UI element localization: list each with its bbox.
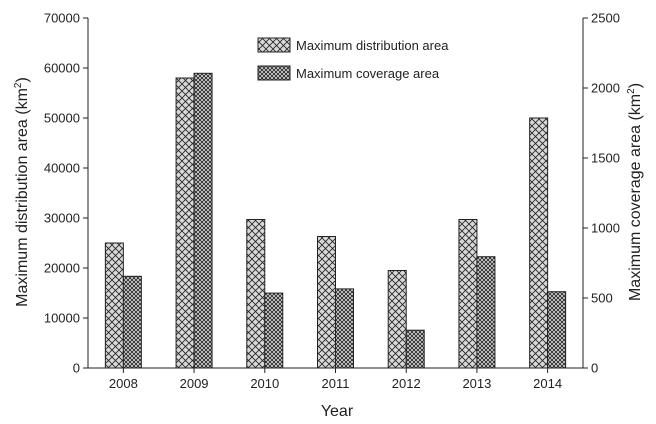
legend-swatch-coverage [257,65,291,81]
bar-distribution-2010 [246,219,266,369]
bar-distribution-2014 [529,117,549,369]
legend-label-distribution: Maximum distribution area [296,38,449,53]
bar-coverage-2008 [122,275,142,369]
x-axis-title: Year [321,403,354,420]
bar-coverage-2014 [547,291,567,369]
x-tick-label: 2014 [533,376,562,391]
y-tick-label-right: 500 [591,291,613,306]
bar-distribution-2012 [387,270,407,369]
bar-coverage-2009 [193,72,213,369]
x-tick-label: 2008 [109,376,138,391]
x-tick-label: 2011 [322,376,350,391]
y-tick-label-right: 1000 [591,221,620,236]
y-tick-label-left: 20000 [44,261,80,276]
bar-coverage-2013 [476,256,496,369]
y-tick-label-left: 40000 [44,161,80,176]
y-tick-label-left: 30000 [44,211,80,226]
x-tick-label: 2012 [392,376,421,391]
y-tick-label-left: 50000 [44,111,80,126]
y-tick-label-right: 2000 [591,81,620,96]
y-tick-label-left: 0 [73,361,80,376]
y-tick-label-right: 2500 [591,11,620,26]
y-tick-label-right: 1500 [591,151,620,166]
legend-label-coverage: Maximum coverage area [296,66,440,81]
bar-coverage-2011 [335,288,354,369]
bar-distribution-2011 [317,236,336,369]
legend-swatch-distribution [257,37,291,53]
bar-coverage-2010 [264,292,284,369]
bar-distribution-2008 [104,242,124,369]
legend: Maximum distribution area Maximum covera… [257,37,449,81]
y-tick-label-left: 10000 [44,311,80,326]
bar-distribution-2009 [175,77,195,369]
bar-coverage-2012 [405,329,425,369]
x-tick-label: 2009 [180,376,209,391]
y-tick-label-left: 70000 [44,11,80,26]
y-axis-title-right: Maximum coverage area (km2) [626,83,644,301]
x-tick-label: 2010 [250,376,279,391]
y-axis-title-left: Maximum distribution area (km2) [13,77,31,307]
y-tick-label-left: 60000 [44,61,80,76]
bar-distribution-2013 [458,219,478,369]
x-tick-label: 2013 [462,376,491,391]
y-tick-label-right: 0 [591,361,598,376]
